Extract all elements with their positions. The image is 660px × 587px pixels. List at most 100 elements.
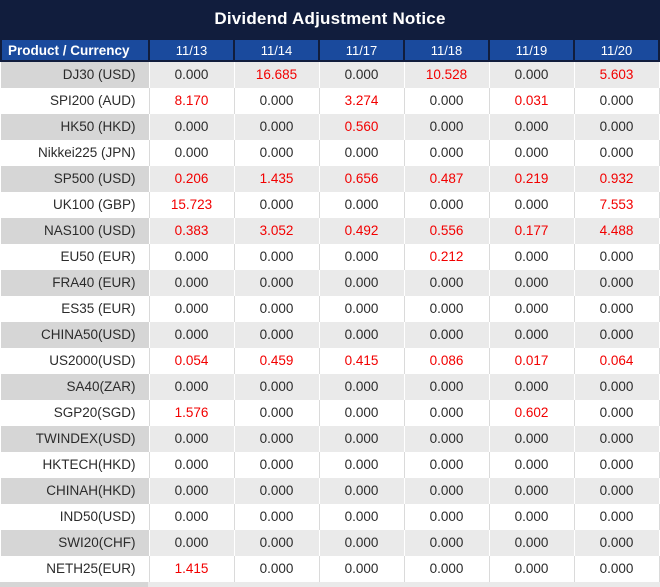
value-cell: 0.000 <box>489 530 575 556</box>
value-cell: 0.000 <box>319 296 405 322</box>
value-cell: 0.000 <box>234 88 320 114</box>
value-cell: 0.000 <box>404 452 490 478</box>
product-cell: IND50(USD) <box>1 504 150 530</box>
value-cell: 0.560 <box>319 114 405 140</box>
product-cell: DJ30 (USD) <box>1 61 150 88</box>
date-column-header: 11/20 <box>573 38 660 62</box>
value-cell: 0.000 <box>234 556 320 582</box>
value-cell: 4.488 <box>574 218 660 244</box>
value-cell: 0.000 <box>489 452 575 478</box>
value-cell: 0.000 <box>319 452 405 478</box>
table-row: NAS100 (USD) 0.383 3.052 0.492 0.556 0.177 4.4… <box>1 218 660 244</box>
value-cell: 0.656 <box>319 166 405 192</box>
product-cell: SPI200 (AUD) <box>1 88 150 114</box>
value-cell: 0.000 <box>404 374 490 400</box>
value-cell: 0.000 <box>234 322 320 348</box>
value-cell: 5.603 <box>574 61 660 88</box>
value-cell: 0.000 <box>404 114 490 140</box>
date-column-header: 11/19 <box>488 38 575 62</box>
value-cell: 0.487 <box>404 166 490 192</box>
value-cell: 0.054 <box>149 348 235 374</box>
value-cell: 0.000 <box>319 400 405 426</box>
value-cell: 0.000 <box>234 452 320 478</box>
value-cell: 0.000 <box>149 530 235 556</box>
date-column-header: 11/17 <box>318 38 405 62</box>
value-cell: 8.170 <box>149 88 235 114</box>
value-cell: 16.685 <box>234 61 320 88</box>
value-cell: 1.415 <box>149 556 235 582</box>
value-cell: 0.000 <box>234 296 320 322</box>
value-cell: 0.000 <box>319 322 405 348</box>
product-cell: NETH25(EUR) <box>1 556 150 582</box>
value-cell: 0.000 <box>234 426 320 452</box>
value-cell: 0.000 <box>574 452 660 478</box>
value-cell: 0.000 <box>489 478 575 504</box>
value-cell: 1.435 <box>234 166 320 192</box>
value-cell: 0.000 <box>404 504 490 530</box>
product-cell: ES35 (EUR) <box>1 296 150 322</box>
product-cell: HKTECH(HKD) <box>1 452 150 478</box>
value-cell: 0.000 <box>149 322 235 348</box>
value-cell: 0.212 <box>404 244 490 270</box>
value-cell: 0.000 <box>489 270 575 296</box>
table-row: ES35 (EUR) 0.000 0.000 0.000 0.000 0.000 0.000 <box>1 296 660 322</box>
value-cell: 0.000 <box>404 530 490 556</box>
product-cell: HK50 (HKD) <box>1 114 150 140</box>
date-column-header: 11/18 <box>403 38 490 62</box>
table-row: DJ30 (USD) 0.000 16.685 0.000 10.528 0.000 5.6… <box>1 61 660 88</box>
value-cell: 0.000 <box>489 374 575 400</box>
product-currency-header: Product / Currency <box>0 38 150 62</box>
value-cell: 0.000 <box>404 296 490 322</box>
value-cell: 0.000 <box>404 478 490 504</box>
table-row: HK50 (HKD) 0.000 0.000 0.560 0.000 0.000 0.000 <box>1 114 660 140</box>
value-cell: 0.000 <box>404 88 490 114</box>
table-row: CHINAH(HKD) 0.000 0.000 0.000 0.000 0.000 0.00… <box>1 478 660 504</box>
product-cell: US2000(USD) <box>1 348 150 374</box>
table-row: SGP20(SGD) 1.576 0.000 0.000 0.000 0.602 0.000 <box>1 400 660 426</box>
value-cell: 0.000 <box>234 374 320 400</box>
value-cell: 3.052 <box>234 218 320 244</box>
value-cell: 0.000 <box>574 270 660 296</box>
value-cell: 0.000 <box>149 504 235 530</box>
value-cell: 0.000 <box>234 270 320 296</box>
value-cell: 0.000 <box>574 400 660 426</box>
value-cell: 0.000 <box>149 61 235 88</box>
value-cell: 0.000 <box>574 244 660 270</box>
value-cell: 0.000 <box>574 478 660 504</box>
value-cell: 0.000 <box>234 244 320 270</box>
bottom-edge-left <box>0 582 148 587</box>
value-cell: 15.723 <box>149 192 235 218</box>
product-cell: EU50 (EUR) <box>1 244 150 270</box>
value-cell: 0.000 <box>489 61 575 88</box>
value-cell: 7.553 <box>574 192 660 218</box>
value-cell: 0.000 <box>489 114 575 140</box>
product-cell: Nikkei225 (JPN) <box>1 140 150 166</box>
value-cell: 0.000 <box>404 322 490 348</box>
value-cell: 0.017 <box>489 348 575 374</box>
value-cell: 0.000 <box>489 296 575 322</box>
table-row: IND50(USD) 0.000 0.000 0.000 0.000 0.000 0.000 <box>1 504 660 530</box>
value-cell: 1.576 <box>149 400 235 426</box>
value-cell: 0.415 <box>319 348 405 374</box>
value-cell: 0.000 <box>574 140 660 166</box>
product-cell: SA40(ZAR) <box>1 374 150 400</box>
value-cell: 0.000 <box>319 192 405 218</box>
value-cell: 0.000 <box>319 270 405 296</box>
value-cell: 0.000 <box>234 192 320 218</box>
value-cell: 3.274 <box>319 88 405 114</box>
value-cell: 0.064 <box>574 348 660 374</box>
value-cell: 0.000 <box>149 426 235 452</box>
value-cell: 0.000 <box>404 400 490 426</box>
value-cell: 0.000 <box>489 504 575 530</box>
table-row: SA40(ZAR) 0.000 0.000 0.000 0.000 0.000 0.000 <box>1 374 660 400</box>
table-row: EU50 (EUR) 0.000 0.000 0.000 0.212 0.000 0.000 <box>1 244 660 270</box>
value-cell: 0.000 <box>234 140 320 166</box>
product-cell: FRA40 (EUR) <box>1 270 150 296</box>
value-cell: 0.000 <box>574 374 660 400</box>
bottom-edge-strip <box>0 582 660 587</box>
value-cell: 0.459 <box>234 348 320 374</box>
product-cell: SGP20(SGD) <box>1 400 150 426</box>
table-row: SPI200 (AUD) 8.170 0.000 3.274 0.000 0.031 0.0… <box>1 88 660 114</box>
value-cell: 0.932 <box>574 166 660 192</box>
value-cell: 0.000 <box>234 504 320 530</box>
